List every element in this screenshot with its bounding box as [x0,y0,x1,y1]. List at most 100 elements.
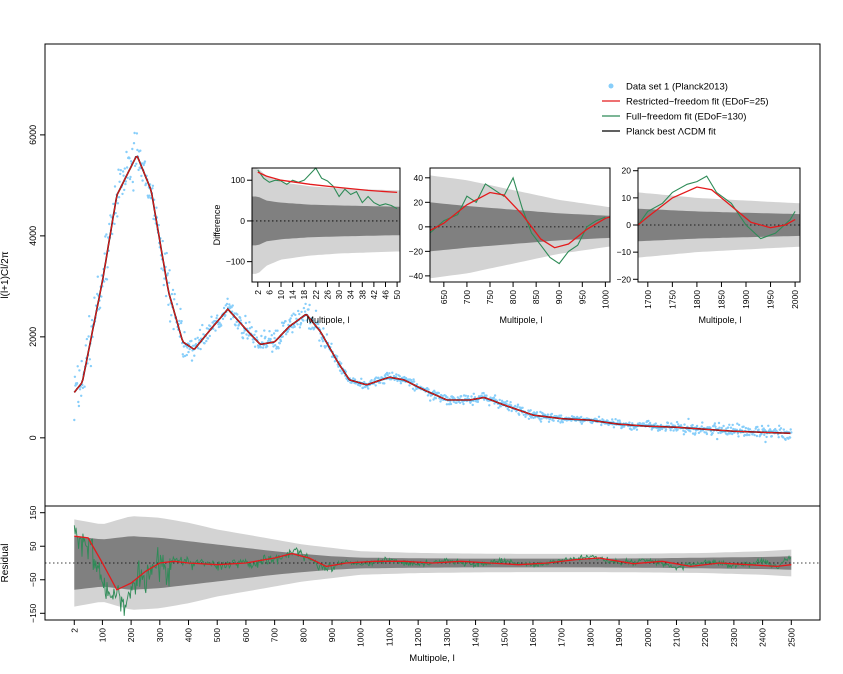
data-point [367,387,370,390]
data-point [524,415,527,418]
inset1-xtick-label: 10 [276,290,286,300]
data-point [682,433,686,436]
data-point [270,334,273,337]
data-point [309,327,312,331]
data-point [447,403,451,406]
data-point [498,398,501,402]
data-point [133,164,137,168]
data-point [782,436,785,439]
residual-xtick-label: 2300 [729,628,739,647]
data-point [383,382,386,385]
data-point [579,420,582,423]
data-point [578,416,581,420]
data-point [119,172,122,176]
data-point [271,350,274,353]
data-point [325,345,328,348]
data-point [325,333,329,336]
data-point [654,422,657,425]
inset1-ytick-label: −100 [226,257,245,267]
residual-xtick-label: 500 [212,628,222,642]
inset1-xtick-label: 42 [369,290,379,300]
data-point [93,296,96,299]
data-point [687,417,690,421]
data-point [694,432,697,435]
residual-xtick-label: 1200 [413,628,423,647]
data-point [286,330,289,333]
legend-label-data: Data set 1 (Planck2013) [626,82,728,93]
inset2-ytick-label: 40 [414,173,424,183]
inset1-xtick-label: 46 [380,290,390,300]
data-point [718,426,721,429]
data-point [131,147,134,151]
data-point [234,324,237,327]
data-point [337,365,340,368]
data-point [547,420,551,423]
inset1-xlabel: Multipole, l [306,315,349,325]
data-point [117,196,121,199]
data-point [295,317,298,320]
data-point [379,381,382,384]
data-point [253,345,257,348]
data-point [263,329,266,332]
data-point [208,334,211,338]
data-point [363,380,366,384]
inset3-xtick-label: 1750 [667,290,677,309]
data-point [433,389,436,392]
data-point [241,337,245,340]
data-point [85,337,89,341]
data-point [198,328,202,332]
data-point [746,433,749,437]
data-point [729,426,733,429]
data-point [412,378,415,381]
data-point [170,314,173,317]
data-point [122,174,125,177]
data-point [659,423,663,427]
data-point [618,419,621,422]
data-point [466,395,470,398]
data-point [748,428,752,431]
data-point [623,425,626,428]
data-point [255,336,258,339]
data-point [299,321,303,325]
data-point [597,415,601,418]
data-point [180,320,183,323]
data-point [714,425,717,428]
data-point [125,166,129,169]
data-point [202,333,205,336]
inset2-xtick-label: 800 [508,290,518,304]
data-point [253,333,256,336]
data-point [446,396,449,399]
data-point [437,391,440,395]
data-point [201,323,204,327]
data-point [78,369,81,372]
data-point [151,187,154,190]
data-point [711,431,714,435]
data-point [123,167,127,170]
data-point [103,252,106,255]
data-point [239,316,242,320]
data-point [736,422,739,425]
data-point [190,339,193,343]
data-point [782,428,785,431]
residual-xtick-label: 2100 [671,628,681,647]
data-point [385,371,389,375]
inset2-plot: −40 −20 0 20 40 650 700 750 800 850 900 950 1000 [409,167,611,309]
data-point [631,422,634,425]
inset3-xtick-label: 1700 [643,290,653,309]
data-point [507,409,511,412]
data-point [458,401,462,404]
data-point [188,347,191,351]
data-point [717,421,721,425]
data-point [516,403,520,406]
inset1-xtick-label: 22 [311,290,321,300]
data-point [267,339,270,342]
data-point [161,239,164,243]
data-point [784,438,787,441]
data-point [308,303,311,307]
data-point [166,274,169,277]
inset1-xtick-label: 2 [253,290,263,295]
residual-xtick-label: 1000 [356,628,366,647]
data-point [147,196,150,199]
